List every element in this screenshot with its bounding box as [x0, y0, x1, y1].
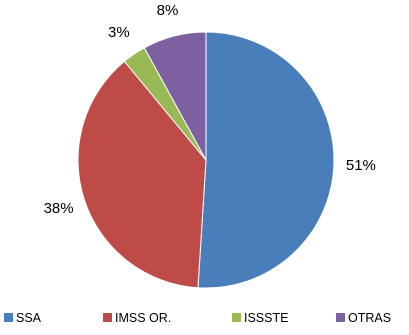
pie-slice-ssa — [197, 31, 335, 289]
pie-data-labels: 51% 38% 3% 8% — [44, 2, 376, 217]
pie-slice-imss-or — [77, 60, 207, 289]
data-label-imss-or: 38% — [44, 200, 74, 217]
legend-item-imss-or: IMSS OR. — [103, 311, 171, 325]
legend-label-otras: OTRAS — [348, 311, 391, 325]
legend-label-imss-or: IMSS OR. — [115, 311, 171, 325]
legend-item-ssa: SSA — [4, 311, 42, 325]
legend: SSA IMSS OR. ISSSTE OTRAS — [4, 311, 391, 325]
pie-slices — [77, 31, 335, 289]
legend-swatch-otras — [336, 313, 345, 322]
pie-slice-otras — [143, 31, 207, 161]
data-label-issste: 3% — [108, 24, 130, 41]
legend-swatch-issste — [232, 313, 241, 322]
legend-item-issste: ISSSTE — [232, 311, 288, 325]
legend-swatch-imss-or — [103, 313, 112, 322]
data-label-otras: 8% — [157, 2, 179, 19]
legend-swatch-ssa — [4, 313, 13, 322]
legend-item-otras: OTRAS — [336, 311, 391, 325]
data-label-ssa: 51% — [346, 157, 376, 174]
legend-label-ssa: SSA — [16, 311, 42, 325]
legend-label-issste: ISSSTE — [244, 311, 288, 325]
